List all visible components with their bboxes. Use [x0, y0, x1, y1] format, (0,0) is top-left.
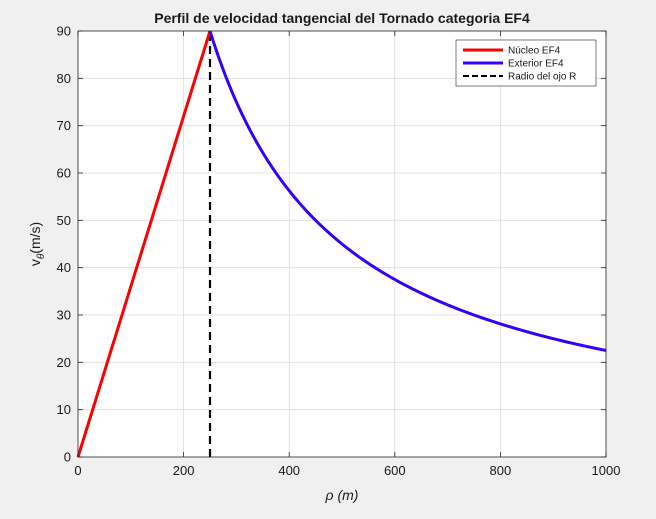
- y-axis-label-unit: (m/s): [27, 222, 43, 254]
- legend-label: Núcleo EF4: [508, 46, 561, 57]
- y-axis-label: vθ(m/s): [27, 222, 47, 266]
- chart-title: Perfil de velocidad tangencial del Torna…: [154, 10, 530, 26]
- y-tick-label: 30: [57, 308, 71, 323]
- y-tick-label: 70: [57, 118, 71, 133]
- series-line-1: [76, 30, 212, 458]
- legend: Núcleo EF4 Exterior EF4 Radio del ojo R: [455, 39, 597, 87]
- y-tick-label: 0: [64, 450, 71, 465]
- x-tick-label: 1000: [592, 463, 621, 478]
- legend-label: Radio del ojo R: [508, 72, 576, 83]
- y-tick-label: 10: [57, 402, 71, 417]
- x-tick-label: 600: [384, 463, 406, 478]
- x-tick-label: 400: [278, 463, 300, 478]
- y-axis-label-subscript: θ: [36, 253, 47, 259]
- series-layer: [76, 30, 607, 458]
- y-axis-label-main: v: [27, 259, 43, 266]
- y-tick-label: 80: [57, 71, 71, 86]
- y-tick-label: 90: [57, 24, 71, 39]
- y-tick-label: 60: [57, 166, 71, 181]
- y-tick-label: 50: [57, 213, 71, 228]
- legend-label: Exterior EF4: [508, 59, 564, 70]
- x-tick-label: 0: [74, 463, 81, 478]
- ticks: 0 200 400 600 800 1000 0 10 20 30 40 50 60 70 80 90: [57, 24, 621, 479]
- legend-box: [455, 39, 597, 87]
- x-tick-label: 800: [490, 463, 512, 478]
- x-tick-label: 200: [173, 463, 195, 478]
- x-axis-label: ρ (m): [325, 487, 359, 503]
- y-tick-label: 20: [57, 355, 71, 370]
- grid: [77, 30, 607, 458]
- plot-frame: [77, 30, 607, 458]
- y-tick-label: 40: [57, 260, 71, 275]
- series-line-2: [208, 30, 607, 352]
